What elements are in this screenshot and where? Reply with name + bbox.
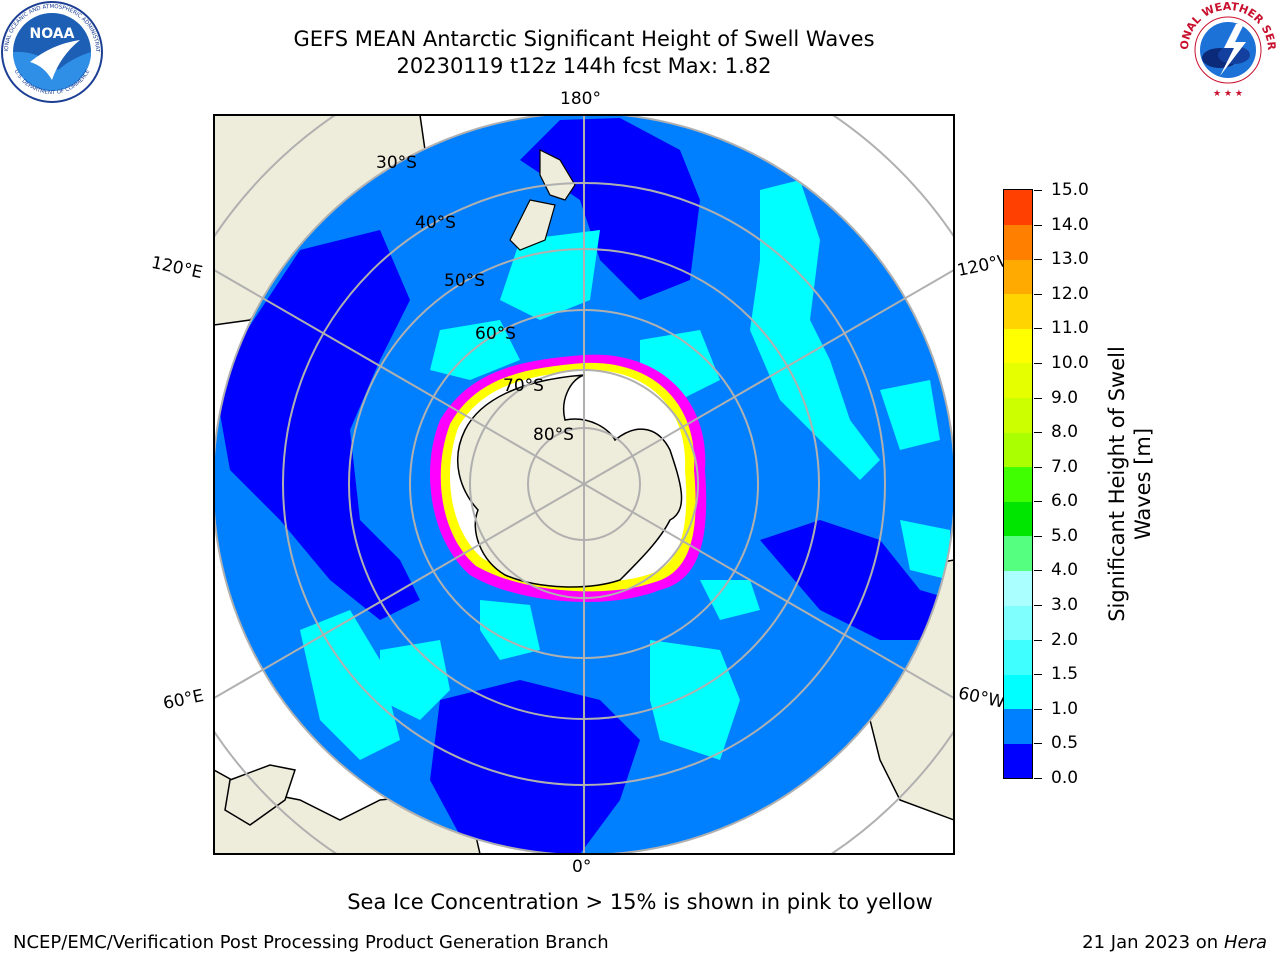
chart-title: GEFS MEAN Antarctic Significant Height o… bbox=[293, 27, 875, 51]
noaa-logo: NOAA NATIONAL OCEANIC AND ATMOSPHERIC AD… bbox=[0, 0, 103, 103]
colorbar-segment bbox=[1004, 224, 1032, 260]
colorbar-tick-label: 14.0 bbox=[1051, 214, 1089, 235]
colorbar-segment bbox=[1004, 466, 1032, 502]
chart-subtitle: 20230119 t12z 144h fcst Max: 1.82 bbox=[396, 54, 772, 78]
colorbar-tick bbox=[1034, 501, 1042, 503]
footer-date: 21 Jan 2023 on Hera bbox=[1082, 932, 1267, 953]
lat-label-50s: 50°S bbox=[444, 271, 485, 291]
footer-date-text: 21 Jan 2023 on bbox=[1082, 932, 1224, 953]
colorbar-tick-label: 5.0 bbox=[1051, 525, 1079, 546]
colorbar-tick bbox=[1034, 743, 1042, 745]
colorbar-tick-label: 9.0 bbox=[1051, 387, 1079, 408]
colorbar-tick bbox=[1034, 708, 1042, 710]
footer-branch: NCEP/EMC/Verification Post Processing Pr… bbox=[13, 932, 609, 953]
colorbar-tick bbox=[1034, 605, 1042, 607]
noaa-logo-text: NOAA bbox=[30, 26, 75, 42]
colorbar-title-line2: Waves [m] bbox=[1131, 427, 1155, 541]
colorbar-tick-label: 3.0 bbox=[1051, 595, 1079, 616]
footer-machine: Hera bbox=[1223, 932, 1267, 953]
colorbar-segment bbox=[1004, 605, 1032, 641]
colorbar-tick-label: 10.0 bbox=[1051, 352, 1089, 373]
nws-logo: NATIONAL WEATHER SERVICE ★ ★ ★ bbox=[1176, 0, 1278, 99]
colorbar-tick bbox=[1034, 639, 1042, 641]
lat-label-60s: 60°S bbox=[475, 324, 516, 344]
sea-ice-note: Sea Ice Concentration > 15% is shown in … bbox=[347, 890, 933, 914]
colorbar-tick-label: 11.0 bbox=[1051, 318, 1089, 339]
colorbar-tick-label: 6.0 bbox=[1051, 491, 1079, 512]
colorbar-tick-label: 12.0 bbox=[1051, 283, 1089, 304]
colorbar-segment bbox=[1004, 639, 1032, 675]
colorbar-tick-label: 4.0 bbox=[1051, 560, 1079, 581]
colorbar-tick-label: 1.0 bbox=[1051, 698, 1079, 719]
colorbar-tick bbox=[1034, 535, 1042, 537]
colorbar-segment bbox=[1004, 362, 1032, 399]
colorbar-segment bbox=[1004, 708, 1032, 744]
colorbar-segment bbox=[1004, 501, 1032, 537]
colorbar-segment bbox=[1004, 190, 1032, 226]
colorbar-tick-label: 0.0 bbox=[1051, 768, 1079, 788]
colorbar-segment bbox=[1004, 328, 1032, 364]
map-border bbox=[213, 114, 955, 855]
colorbar-segment bbox=[1004, 397, 1032, 433]
colorbar-tick-label: 2.0 bbox=[1051, 629, 1079, 650]
lat-label-40s: 40°S bbox=[415, 213, 456, 233]
lat-label-70s: 70°S bbox=[503, 376, 544, 396]
colorbar-title-line1: Significant Height of Swell bbox=[1105, 346, 1129, 622]
colorbar-segment bbox=[1004, 432, 1032, 468]
colorbar-segment bbox=[1004, 259, 1032, 295]
colorbar-tick bbox=[1034, 224, 1042, 226]
colorbar-tick bbox=[1034, 259, 1042, 261]
colorbar-segment bbox=[1004, 293, 1032, 329]
colorbar-tick bbox=[1034, 570, 1042, 572]
colorbar-tick-label: 8.0 bbox=[1051, 422, 1079, 443]
colorbar bbox=[1003, 189, 1033, 779]
colorbar-tick-label: 13.0 bbox=[1051, 249, 1089, 270]
colorbar-tick bbox=[1034, 397, 1042, 399]
lat-label-30s: 30°S bbox=[376, 153, 417, 173]
colorbar-tick bbox=[1034, 432, 1042, 434]
colorbar-tick-label: 0.5 bbox=[1051, 733, 1079, 754]
lat-label-80s: 80°S bbox=[533, 425, 574, 445]
colorbar-segment bbox=[1004, 743, 1032, 779]
colorbar-tick bbox=[1034, 293, 1042, 295]
colorbar-tick-label: 15.0 bbox=[1051, 180, 1089, 200]
colorbar-tick-label: 7.0 bbox=[1051, 456, 1079, 477]
colorbar-tick bbox=[1034, 778, 1042, 779]
colorbar-segment bbox=[1004, 535, 1032, 571]
colorbar-tick bbox=[1034, 328, 1042, 330]
colorbar-tick bbox=[1034, 674, 1042, 676]
graticule bbox=[214, 115, 954, 854]
colorbar-segment bbox=[1004, 570, 1032, 606]
lon-label-bottom: 0° bbox=[572, 857, 592, 877]
svg-text:★ ★ ★: ★ ★ ★ bbox=[1213, 89, 1243, 99]
colorbar-segment bbox=[1004, 674, 1032, 710]
colorbar-tick bbox=[1034, 190, 1042, 191]
lon-label-top: 180° bbox=[560, 89, 601, 109]
colorbar-tick bbox=[1034, 466, 1042, 468]
colorbar-tick bbox=[1034, 362, 1042, 364]
colorbar-tick-label: 1.5 bbox=[1051, 664, 1079, 685]
